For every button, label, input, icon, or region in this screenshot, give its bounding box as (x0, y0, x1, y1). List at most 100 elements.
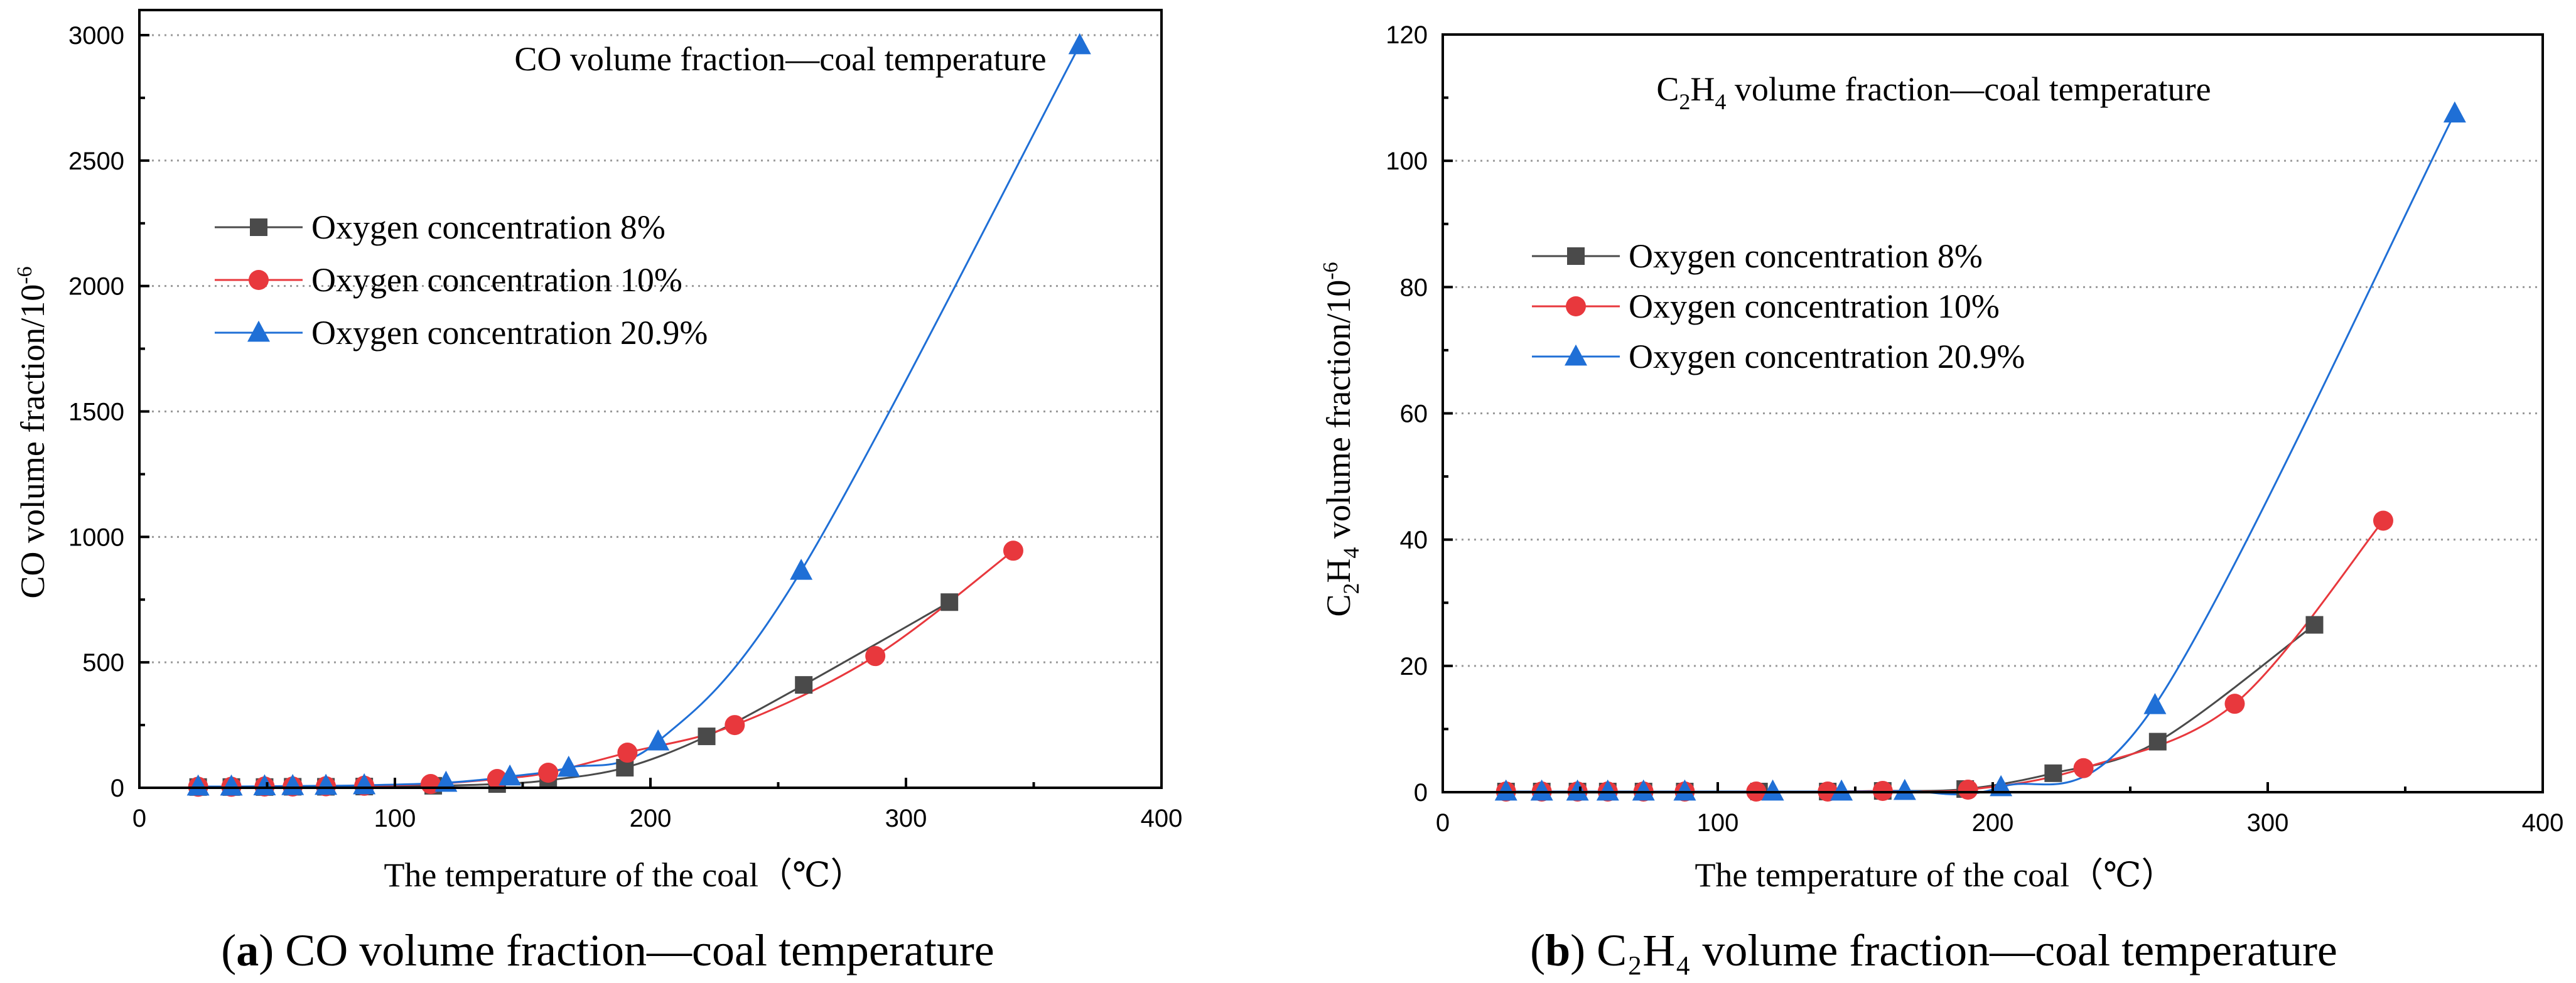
legend-marker-circle (249, 270, 269, 290)
x-tick-label: 400 (1141, 805, 1183, 832)
x-axis-title-a: The temperature of the coal（℃） (384, 856, 864, 894)
y-tick-label: 2000 (68, 273, 124, 301)
data-point-triangle (1893, 778, 1916, 800)
legend-b: Oxygen concentration 8% Oxygen concentrat… (1532, 237, 2025, 375)
legend-marker-square (250, 218, 267, 236)
y-axis-title-b-sub2: 2 (1339, 583, 1364, 594)
data-point-triangle (1761, 779, 1784, 801)
chart-title-b-c: C (1656, 70, 1679, 108)
data-point-triangle (353, 773, 376, 795)
y-axis-title-b-sup: -6 (1319, 262, 1342, 279)
x-tick-label: 0 (132, 805, 146, 832)
data-point-triangle (281, 774, 304, 795)
y-axis-title-b-rest: volume fraction/10 (1320, 280, 1357, 547)
legend-label: Oxygen concentration 20.9% (311, 314, 708, 352)
legend-label: Oxygen concentration 10% (311, 261, 682, 299)
data-point-triangle (1068, 33, 1091, 55)
data-point-circle (420, 774, 441, 795)
x-tick-label: 300 (2247, 809, 2289, 837)
data-point-circle (2073, 758, 2094, 778)
x-tick-label: 200 (630, 805, 672, 832)
data-point-circle (1958, 779, 1978, 800)
y-tick-label: 0 (110, 775, 124, 802)
data-point-circle (725, 715, 745, 736)
y-tick-label: 0 (1414, 779, 1428, 807)
caption-a-paren-open: ( (221, 925, 236, 975)
data-point-triangle (498, 764, 522, 786)
y-axis-title-a-sup: -6 (13, 266, 36, 284)
grid-a (139, 34, 1161, 663)
caption-a: (a) CO volume fraction—coal temperature (221, 925, 994, 975)
y-tick-label: 100 (1386, 148, 1428, 175)
y-axis-title-b-c: C (1320, 594, 1357, 617)
chart-title-b: C2H4 volume fraction—coal temperature (1656, 70, 2211, 114)
legend-a: Oxygen concentration 8% Oxygen concentrat… (215, 208, 708, 352)
y-tick-label: 40 (1400, 527, 1428, 554)
ticks-a: 0 100 200 300 400 0 500 1000 1500 2000 2500 3000 (68, 22, 1182, 832)
legend-label: Oxygen concentration 8% (311, 208, 666, 246)
y-tick-label: 500 (82, 649, 124, 677)
data-point-triangle (1830, 779, 1853, 801)
y-tick-label: 60 (1400, 400, 1428, 428)
data-point-circle (2373, 510, 2393, 531)
y-tick-label: 3000 (68, 22, 124, 50)
legend-marker-triangle (247, 320, 270, 342)
x-tick-label: 200 (1972, 809, 2014, 837)
caption-b: (b) C₂H₄ volume fraction—coal temperatur… (1530, 925, 2337, 975)
x-axis-title-b: The temperature of the coal（℃） (1695, 856, 2175, 894)
x-tick-label: 100 (374, 805, 416, 832)
data-point-triangle (790, 559, 813, 580)
caption-b-paren-close: ) (1570, 925, 1597, 975)
data-point-triangle (315, 773, 338, 795)
data-point-triangle (647, 729, 670, 751)
data-point-square (2148, 733, 2167, 751)
legend-label: Oxygen concentration 8% (1629, 237, 1983, 275)
y-tick-label: 80 (1400, 274, 1428, 301)
y-tick-label: 120 (1386, 21, 1428, 49)
data-point-square (698, 728, 716, 746)
data-point-square (795, 676, 813, 694)
data-point-triangle (2443, 101, 2466, 123)
grid-b (1443, 159, 2543, 667)
data-point-triangle (253, 774, 276, 796)
data-point-triangle (220, 774, 243, 796)
y-axis-title-b-sub4: 4 (1339, 547, 1364, 559)
data-point-triangle (186, 774, 210, 796)
legend-label: Oxygen concentration 10% (1629, 287, 2000, 325)
data-point-circle (865, 646, 886, 667)
y-tick-label: 1500 (68, 398, 124, 426)
data-point-square (2044, 764, 2062, 782)
legend-marker-triangle (1565, 344, 1587, 366)
data-point-triangle (1530, 779, 1553, 801)
chart-title-b-rest: volume fraction—coal temperature (1726, 70, 2211, 108)
data-point-triangle (557, 755, 580, 777)
data-point-triangle (1673, 779, 1696, 801)
caption-b-paren-open: ( (1530, 925, 1545, 975)
chart-title-b-sub4: 4 (1715, 89, 1726, 114)
y-axis-title-b: C2H4 volume fraction/10-6 (1319, 262, 1364, 616)
y-tick-label: 20 (1400, 653, 1428, 680)
x-tick-label: 400 (2522, 809, 2564, 837)
chart-title-b-sub2: 2 (1679, 89, 1690, 114)
data-point-circle (617, 743, 638, 763)
y-axis-title-a-base: CO volume fraction/10 (14, 284, 51, 599)
y-tick-label: 1000 (68, 524, 124, 551)
data-point-triangle (2143, 692, 2167, 714)
legend-marker-square (1567, 247, 1585, 265)
y-axis-title-b-h: H (1320, 559, 1357, 583)
data-point-circle (1003, 540, 1023, 561)
x-tick-label: 100 (1697, 809, 1739, 837)
data-point-triangle (1494, 779, 1517, 801)
legend-label: Oxygen concentration 20.9% (1629, 338, 2025, 375)
data-point-triangle (1566, 779, 1589, 801)
legend-marker-circle (1566, 296, 1586, 316)
ticks-b: 0 100 200 300 400 0 20 40 60 80 100 120 (1386, 21, 2563, 837)
data-point-triangle (1990, 775, 2013, 797)
data-point-triangle (1596, 779, 1619, 801)
caption-a-paren-close: ) (259, 925, 285, 975)
caption-a-text: CO volume fraction—coal temperature (285, 925, 994, 975)
data-point-triangle (1632, 779, 1655, 801)
y-tick-label: 2500 (68, 148, 124, 175)
